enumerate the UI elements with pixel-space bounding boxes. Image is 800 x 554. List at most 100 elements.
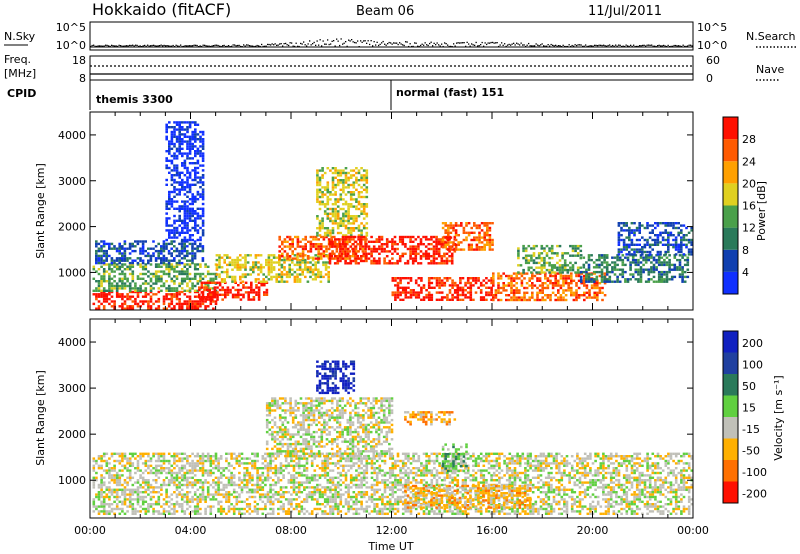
- echo-cell-0-12: [587, 258, 591, 262]
- echo-cell-0-10: [544, 282, 547, 285]
- nsky-dot: [115, 45, 117, 47]
- echo-cell-0-10: [549, 274, 552, 278]
- echo-cell-0-10: [525, 286, 529, 290]
- echo-cell-0-14: [173, 174, 176, 177]
- nsky-tick-top: 10^5: [56, 21, 86, 34]
- echo-cell-0-8: [430, 286, 434, 289]
- echo-cell-0-6: [318, 183, 322, 187]
- echo-cell-1-0: [126, 457, 129, 460]
- nsky-dot: [186, 45, 188, 47]
- echo-cell-0-5: [364, 247, 367, 251]
- echo-cell-0-12: [579, 270, 583, 274]
- echo-cell-0-12: [673, 275, 677, 279]
- echo-cell-0-12: [668, 278, 671, 281]
- echo-cell-0-8: [451, 284, 454, 287]
- echo-cell-0-11: [574, 249, 577, 253]
- echo-cell-0-11: [522, 271, 525, 274]
- echo-cell-0-2: [118, 242, 121, 246]
- echo-cell-1-0: [209, 469, 213, 472]
- echo-cell-0-13: [667, 241, 670, 244]
- echo-cell-1-0: [92, 457, 96, 460]
- echo-cell-1-0: [175, 483, 179, 487]
- echo-cell-0-14: [186, 224, 189, 227]
- echo-cell-0-3: [252, 296, 256, 299]
- echo-cell-0-14: [178, 205, 181, 208]
- echo-cell-0-8: [427, 277, 431, 280]
- echo-cell-0-14: [196, 166, 200, 170]
- echo-cell-0-1: [113, 284, 116, 288]
- echo-cell-0-7: [411, 252, 415, 255]
- echo-cell-0-2: [115, 249, 119, 253]
- echo-cell-0-3: [237, 291, 240, 294]
- echo-cell-0-6: [323, 231, 327, 235]
- nsky-dot: [414, 42, 416, 44]
- echo-cell-0-14: [201, 174, 205, 177]
- echo-cell-0-3: [257, 298, 261, 301]
- echo-cell-0-1: [100, 282, 103, 285]
- echo-cell-0-10: [497, 272, 500, 275]
- echo-cell-1-0: [219, 512, 223, 515]
- echo-cell-0-4: [259, 280, 263, 283]
- echo-cell-0-13: [674, 222, 678, 225]
- echo-cell-0-7: [349, 262, 353, 265]
- nsky-dot: [604, 45, 606, 47]
- echo-cell-0-14: [201, 222, 205, 225]
- nsky-dot: [657, 45, 659, 47]
- echo-cell-0-1: [196, 280, 200, 283]
- echo-cell-0-11: [527, 266, 531, 269]
- echo-cell-0-12: [663, 261, 666, 264]
- echo-cell-0-14: [196, 214, 200, 218]
- echo-cell-0-7: [344, 243, 347, 246]
- echo-cell-0-14: [170, 200, 174, 203]
- echo-cell-0-1: [95, 280, 98, 283]
- echo-cell-0-5: [320, 243, 323, 246]
- echo-cell-0-1: [100, 275, 103, 278]
- echo-cell-0-10: [497, 274, 500, 278]
- echo-cell-0-2: [136, 240, 140, 243]
- echo-cell-0-6: [339, 181, 343, 184]
- echo-cell-1-0: [217, 479, 220, 482]
- echo-cell-0-10: [567, 286, 570, 290]
- echo-cell-0-6: [334, 200, 337, 203]
- echo-cell-0-12: [626, 256, 630, 259]
- nsky-dot: [261, 43, 263, 46]
- echo-cell-0-0: [139, 300, 142, 303]
- echo-cell-1-0: [123, 479, 127, 482]
- echo-cell-0-12: [608, 270, 612, 274]
- echo-cell-0-7: [341, 250, 345, 253]
- echo-cell-0-2: [102, 245, 106, 248]
- echo-cell-0-4: [311, 270, 315, 274]
- echo-cell-1-0: [121, 493, 124, 496]
- echo-cell-0-2: [113, 247, 116, 250]
- echo-cell-0-13: [648, 236, 652, 239]
- echo-cell-0-6: [365, 227, 369, 230]
- echo-cell-0-12: [605, 273, 609, 276]
- echo-cell-0-7: [401, 243, 405, 246]
- echo-cell-0-2: [95, 259, 98, 262]
- echo-cell-0-9: [441, 226, 445, 230]
- echo-cell-0-3: [213, 291, 217, 294]
- echo-cell-1-0: [97, 467, 101, 470]
- echo-cell-1-0: [149, 498, 153, 501]
- echo-cell-1-0: [204, 479, 207, 482]
- echo-cell-0-14: [175, 169, 179, 172]
- echo-cell-0-11: [556, 261, 559, 265]
- echo-cell-0-1: [141, 272, 145, 276]
- echo-cell-1-0: [118, 495, 122, 499]
- echo-cell-0-7: [333, 243, 337, 246]
- echo-cell-1-0: [217, 462, 220, 465]
- echo-cell-0-4: [280, 273, 284, 276]
- echo-cell-0-12: [621, 258, 625, 262]
- echo-cell-0-0: [97, 307, 101, 310]
- echo-cell-0-8: [440, 296, 444, 299]
- echo-cell-0-14: [186, 207, 189, 210]
- nsky-dot: [351, 39, 353, 41]
- echo-cell-0-12: [681, 268, 684, 271]
- echo-cell-0-14: [175, 181, 179, 184]
- echo-cell-1-0: [201, 467, 205, 470]
- echo-cell-0-10: [585, 291, 589, 294]
- echo-cell-0-14: [170, 142, 174, 146]
- echo-cell-0-4: [239, 268, 242, 271]
- echo-cell-0-14: [201, 190, 205, 194]
- echo-cell-0-6: [352, 222, 356, 225]
